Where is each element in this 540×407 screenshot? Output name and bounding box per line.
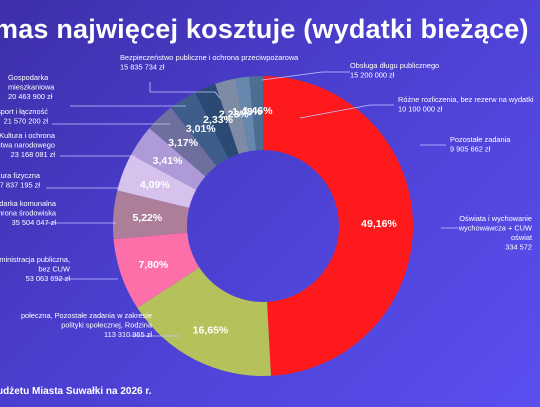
slice-value-label: 113 310 965 zł bbox=[104, 330, 152, 339]
donut-slice bbox=[194, 83, 239, 159]
slice-value-label: 9 905 662 zł bbox=[450, 145, 491, 154]
slice-category-label: Bezpieczeństwo publiczne i ochrona przec… bbox=[120, 53, 299, 62]
donut-slice bbox=[137, 267, 271, 376]
slice-value-label: 23 168 081 zł bbox=[11, 150, 56, 159]
slice-category-label: chrona środowiska bbox=[0, 209, 57, 218]
donut-slice bbox=[113, 190, 190, 240]
label-connector bbox=[149, 82, 221, 99]
slice-category-label: dzictwa narodowego bbox=[0, 141, 55, 150]
label-connector bbox=[261, 71, 350, 81]
slice-value-label: 334 572 bbox=[505, 243, 532, 252]
slice-value-label: 21 570 200 zł bbox=[4, 117, 49, 126]
slice-category-label: wychowawcza + CUW bbox=[458, 224, 532, 233]
slice-percent-label: 4,09% bbox=[140, 179, 170, 191]
donut-slices bbox=[113, 76, 414, 376]
donut-slice bbox=[149, 107, 217, 177]
slice-value-label: 20 463 900 zł bbox=[8, 92, 53, 101]
slice-percent-label: 1,48% bbox=[232, 106, 262, 118]
slice-category-label: bez CUW bbox=[38, 265, 70, 274]
slice-percent-label: 16,65% bbox=[193, 324, 229, 336]
chart-title: mas najwięcej kosztuje (wydatki bieżące) bbox=[0, 14, 529, 44]
slice-category-label: oświat bbox=[511, 233, 532, 242]
slice-value-label: 15 200 000 zł bbox=[350, 71, 395, 80]
slice-percent-label: 5,22% bbox=[132, 212, 162, 224]
donut-slice bbox=[170, 92, 229, 166]
slice-value-label: 10 100 000 zł bbox=[398, 105, 443, 114]
donut-slice bbox=[263, 76, 414, 376]
slice-value-label: 53 063 692 zł bbox=[26, 274, 71, 283]
slice-category-label: ministracja publiczna, bbox=[0, 255, 70, 264]
slice-category-label: Różne rozliczenia, bez rezerw na wydatki bbox=[398, 95, 534, 104]
slice-percent-label: 3,01% bbox=[186, 123, 216, 135]
slice-value-label: 35 504 047 zł bbox=[12, 218, 57, 227]
slice-category-label: mieszkaniowa bbox=[8, 83, 55, 92]
slice-percent-label: 7,80% bbox=[138, 259, 168, 271]
slice-value-label: 15 835 734 zł bbox=[120, 63, 165, 72]
slice-category-label: Obsługa długu publicznego bbox=[350, 61, 439, 70]
donut-slice bbox=[131, 128, 206, 190]
slice-category-label: ansport i łączność bbox=[0, 107, 48, 116]
donut-slice bbox=[215, 78, 250, 154]
slice-percent-label: 1,46% bbox=[243, 105, 273, 117]
slice-category-label: Kultura i ochrona bbox=[0, 131, 56, 140]
slice-percent-label: 2,33% bbox=[203, 114, 233, 126]
slice-category-label: polityki społecznej, Rodzina bbox=[61, 321, 153, 330]
slice-category-label: połeczna, Pozostałe zadania w zakresie bbox=[21, 311, 152, 320]
slice-category-label: Oświata i wychowanie bbox=[459, 214, 532, 223]
slice-category-label: Kultura fizyczna bbox=[0, 171, 41, 180]
footer-source: udżetu Miasta Suwałki na 2026 r. bbox=[0, 386, 152, 397]
percent-labels: 49,16% 16,65% 7,80% 5,22% 4,09% 3,41% 3,17% 3,0… bbox=[132, 105, 397, 336]
donut-slice bbox=[235, 76, 257, 152]
donut-slice bbox=[113, 232, 200, 308]
slice-category-label: Pozostałe zadania bbox=[450, 135, 511, 144]
slice-category-label: Gospodarka bbox=[8, 73, 49, 82]
slice-percent-label: 3,17% bbox=[168, 137, 198, 149]
slice-percent-label: 3,41% bbox=[153, 155, 183, 167]
donut-slice bbox=[249, 76, 263, 151]
slice-value-label: 27 837 195 zł bbox=[0, 181, 40, 190]
donut-slice bbox=[117, 154, 197, 208]
slice-percent-label: 2,23% bbox=[219, 109, 249, 121]
slice-percent-label: 49,16% bbox=[361, 218, 397, 230]
label-connector bbox=[299, 104, 394, 119]
label-connectors bbox=[46, 71, 458, 337]
slice-category-label: podarka komunalna bbox=[0, 199, 57, 208]
